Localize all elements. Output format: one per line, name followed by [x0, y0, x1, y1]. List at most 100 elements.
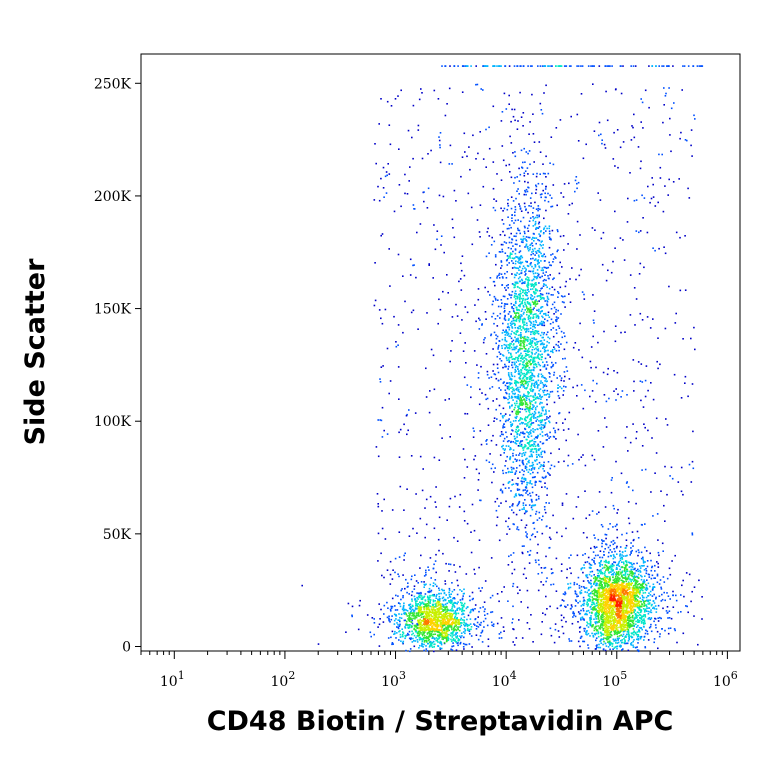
event-point	[658, 583, 661, 585]
event-point	[498, 251, 501, 253]
event-point	[540, 287, 542, 290]
event-point	[538, 415, 540, 418]
event-point	[639, 565, 641, 567]
event-point	[518, 259, 520, 261]
event-point	[510, 294, 513, 296]
event-point	[518, 464, 521, 467]
event-point	[558, 346, 560, 348]
event-point	[536, 172, 538, 175]
event-point	[509, 421, 512, 423]
event-point	[358, 604, 361, 607]
event-point	[531, 342, 534, 344]
event-point	[516, 389, 518, 391]
event-point	[529, 248, 531, 251]
event-point	[579, 592, 582, 595]
event-point	[421, 628, 424, 630]
event-point	[389, 621, 391, 623]
event-point	[436, 611, 439, 614]
event-point	[655, 597, 657, 600]
event-point	[453, 606, 456, 608]
event-point	[624, 635, 627, 637]
event-point	[523, 339, 525, 342]
event-point	[501, 302, 503, 304]
event-point	[520, 440, 522, 442]
event-point	[463, 609, 466, 612]
event-point	[514, 267, 517, 269]
event-point	[586, 561, 589, 563]
event-point	[660, 617, 662, 620]
event-point	[535, 316, 538, 319]
event-point	[518, 342, 520, 344]
event-point	[582, 600, 585, 603]
event-point	[419, 627, 422, 630]
event-point	[508, 397, 511, 399]
event-point	[533, 441, 535, 443]
event-point	[635, 550, 638, 553]
event-point	[432, 615, 434, 618]
event-point	[529, 388, 532, 391]
event-point	[546, 364, 549, 366]
event-point	[539, 433, 542, 436]
event-point	[515, 413, 518, 416]
event-point	[405, 613, 408, 616]
event-point	[424, 622, 426, 624]
event-point	[536, 216, 539, 219]
event-point	[478, 623, 481, 626]
event-point	[643, 569, 646, 571]
event-point	[457, 626, 460, 628]
event-point	[513, 316, 516, 318]
event-point	[531, 486, 534, 489]
event-point	[606, 596, 608, 599]
event-point	[345, 631, 347, 633]
event-point	[549, 237, 552, 240]
event-point	[507, 467, 509, 470]
event-point	[386, 601, 388, 604]
event-point	[639, 567, 642, 569]
event-point	[604, 580, 607, 582]
event-point	[626, 612, 629, 615]
event-point	[425, 613, 428, 616]
event-point	[535, 420, 537, 422]
event-point	[390, 607, 393, 610]
event-point	[317, 643, 320, 645]
event-point	[442, 618, 444, 620]
event-point	[504, 384, 507, 387]
event-point	[453, 612, 455, 615]
event-point	[474, 624, 476, 626]
event-point	[522, 361, 524, 364]
event-point	[680, 594, 682, 596]
event-point	[420, 595, 423, 597]
event-point	[422, 603, 425, 605]
event-point	[543, 461, 545, 464]
event-point	[520, 341, 522, 343]
event-point	[651, 574, 654, 577]
event-point	[436, 622, 439, 624]
event-point	[606, 566, 608, 568]
event-point	[457, 639, 460, 642]
event-point	[526, 457, 528, 460]
event-point	[438, 631, 441, 634]
event-point	[525, 511, 527, 513]
event-point	[527, 415, 529, 418]
event-point	[644, 523, 646, 525]
event-point	[402, 595, 404, 597]
event-point	[492, 434, 494, 437]
event-point	[523, 321, 526, 323]
event-point	[530, 453, 533, 456]
event-point	[553, 374, 555, 376]
event-point	[522, 463, 525, 466]
event-point	[408, 624, 411, 627]
event-point	[530, 498, 533, 501]
event-point	[432, 585, 435, 587]
event-point	[394, 630, 396, 633]
event-point	[510, 296, 512, 299]
event-point	[637, 588, 640, 591]
event-point	[412, 614, 414, 616]
event-point	[411, 619, 413, 622]
event-point	[416, 641, 419, 643]
event-point	[455, 612, 458, 615]
event-point	[521, 476, 524, 479]
event-point	[525, 438, 528, 441]
event-point	[612, 638, 615, 641]
event-point	[446, 635, 449, 637]
